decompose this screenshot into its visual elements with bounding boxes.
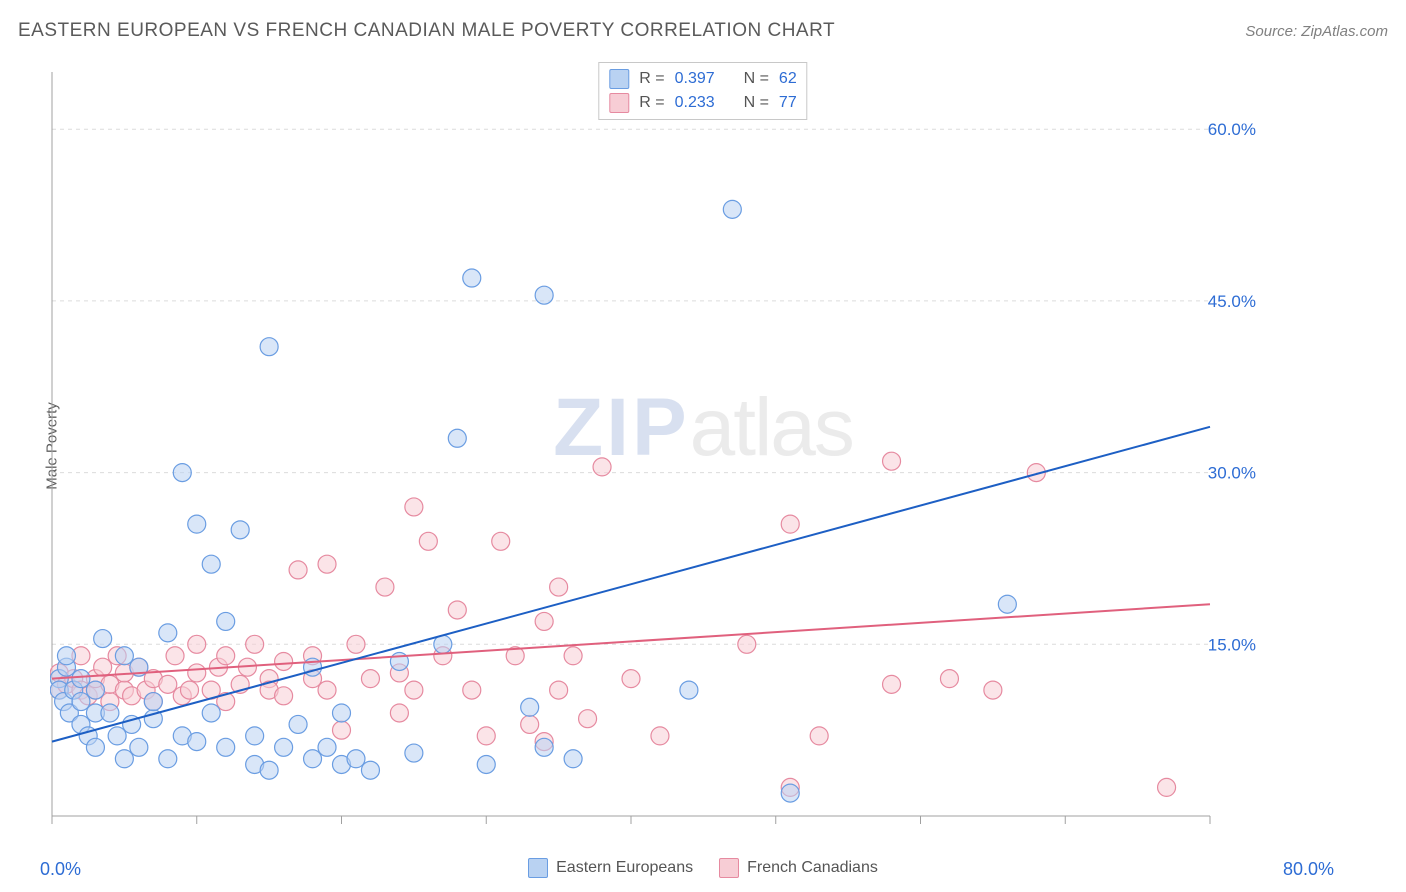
n-value-french: 77 — [779, 94, 797, 112]
svg-text:30.0%: 30.0% — [1208, 464, 1256, 483]
source-name: ZipAtlas.com — [1301, 23, 1388, 40]
r-value-eastern: 0.397 — [675, 70, 715, 88]
legend-item-eastern: Eastern Europeans — [528, 858, 693, 878]
swatch-eastern — [528, 858, 548, 878]
swatch-french — [719, 858, 739, 878]
plot-area: 15.0% 30.0% 45.0% 60.0% — [50, 62, 1300, 832]
x-tick-label-min: 0.0% — [40, 859, 81, 880]
r-value-french: 0.233 — [675, 94, 715, 112]
stat-legend: R = 0.397 N = 62 R = 0.233 N = 77 — [598, 62, 807, 120]
legend-label-eastern: Eastern Europeans — [556, 859, 693, 877]
scatter-chart-svg: 15.0% 30.0% 45.0% 60.0% — [50, 62, 1300, 832]
bottom-legend: Eastern Europeans French Canadians — [0, 858, 1406, 878]
n-value-eastern: 62 — [779, 70, 797, 88]
svg-text:15.0%: 15.0% — [1208, 635, 1256, 654]
r-label: R = — [639, 94, 664, 112]
r-label: R = — [639, 70, 664, 88]
svg-text:60.0%: 60.0% — [1208, 120, 1256, 139]
legend-item-french: French Canadians — [719, 858, 878, 878]
swatch-eastern — [609, 69, 629, 89]
swatch-french — [609, 93, 629, 113]
chart-header: EASTERN EUROPEAN VS FRENCH CANADIAN MALE… — [18, 20, 1388, 42]
n-label: N = — [744, 70, 769, 88]
legend-label-french: French Canadians — [747, 859, 878, 877]
n-label: N = — [744, 94, 769, 112]
chart-title: EASTERN EUROPEAN VS FRENCH CANADIAN MALE… — [18, 20, 835, 42]
stat-row-french: R = 0.233 N = 77 — [609, 91, 796, 115]
x-tick-label-max: 80.0% — [1283, 859, 1334, 880]
source-attribution: Source: ZipAtlas.com — [1245, 23, 1388, 40]
svg-text:45.0%: 45.0% — [1208, 292, 1256, 311]
stat-row-eastern: R = 0.397 N = 62 — [609, 67, 796, 91]
source-label: Source: — [1245, 23, 1297, 40]
